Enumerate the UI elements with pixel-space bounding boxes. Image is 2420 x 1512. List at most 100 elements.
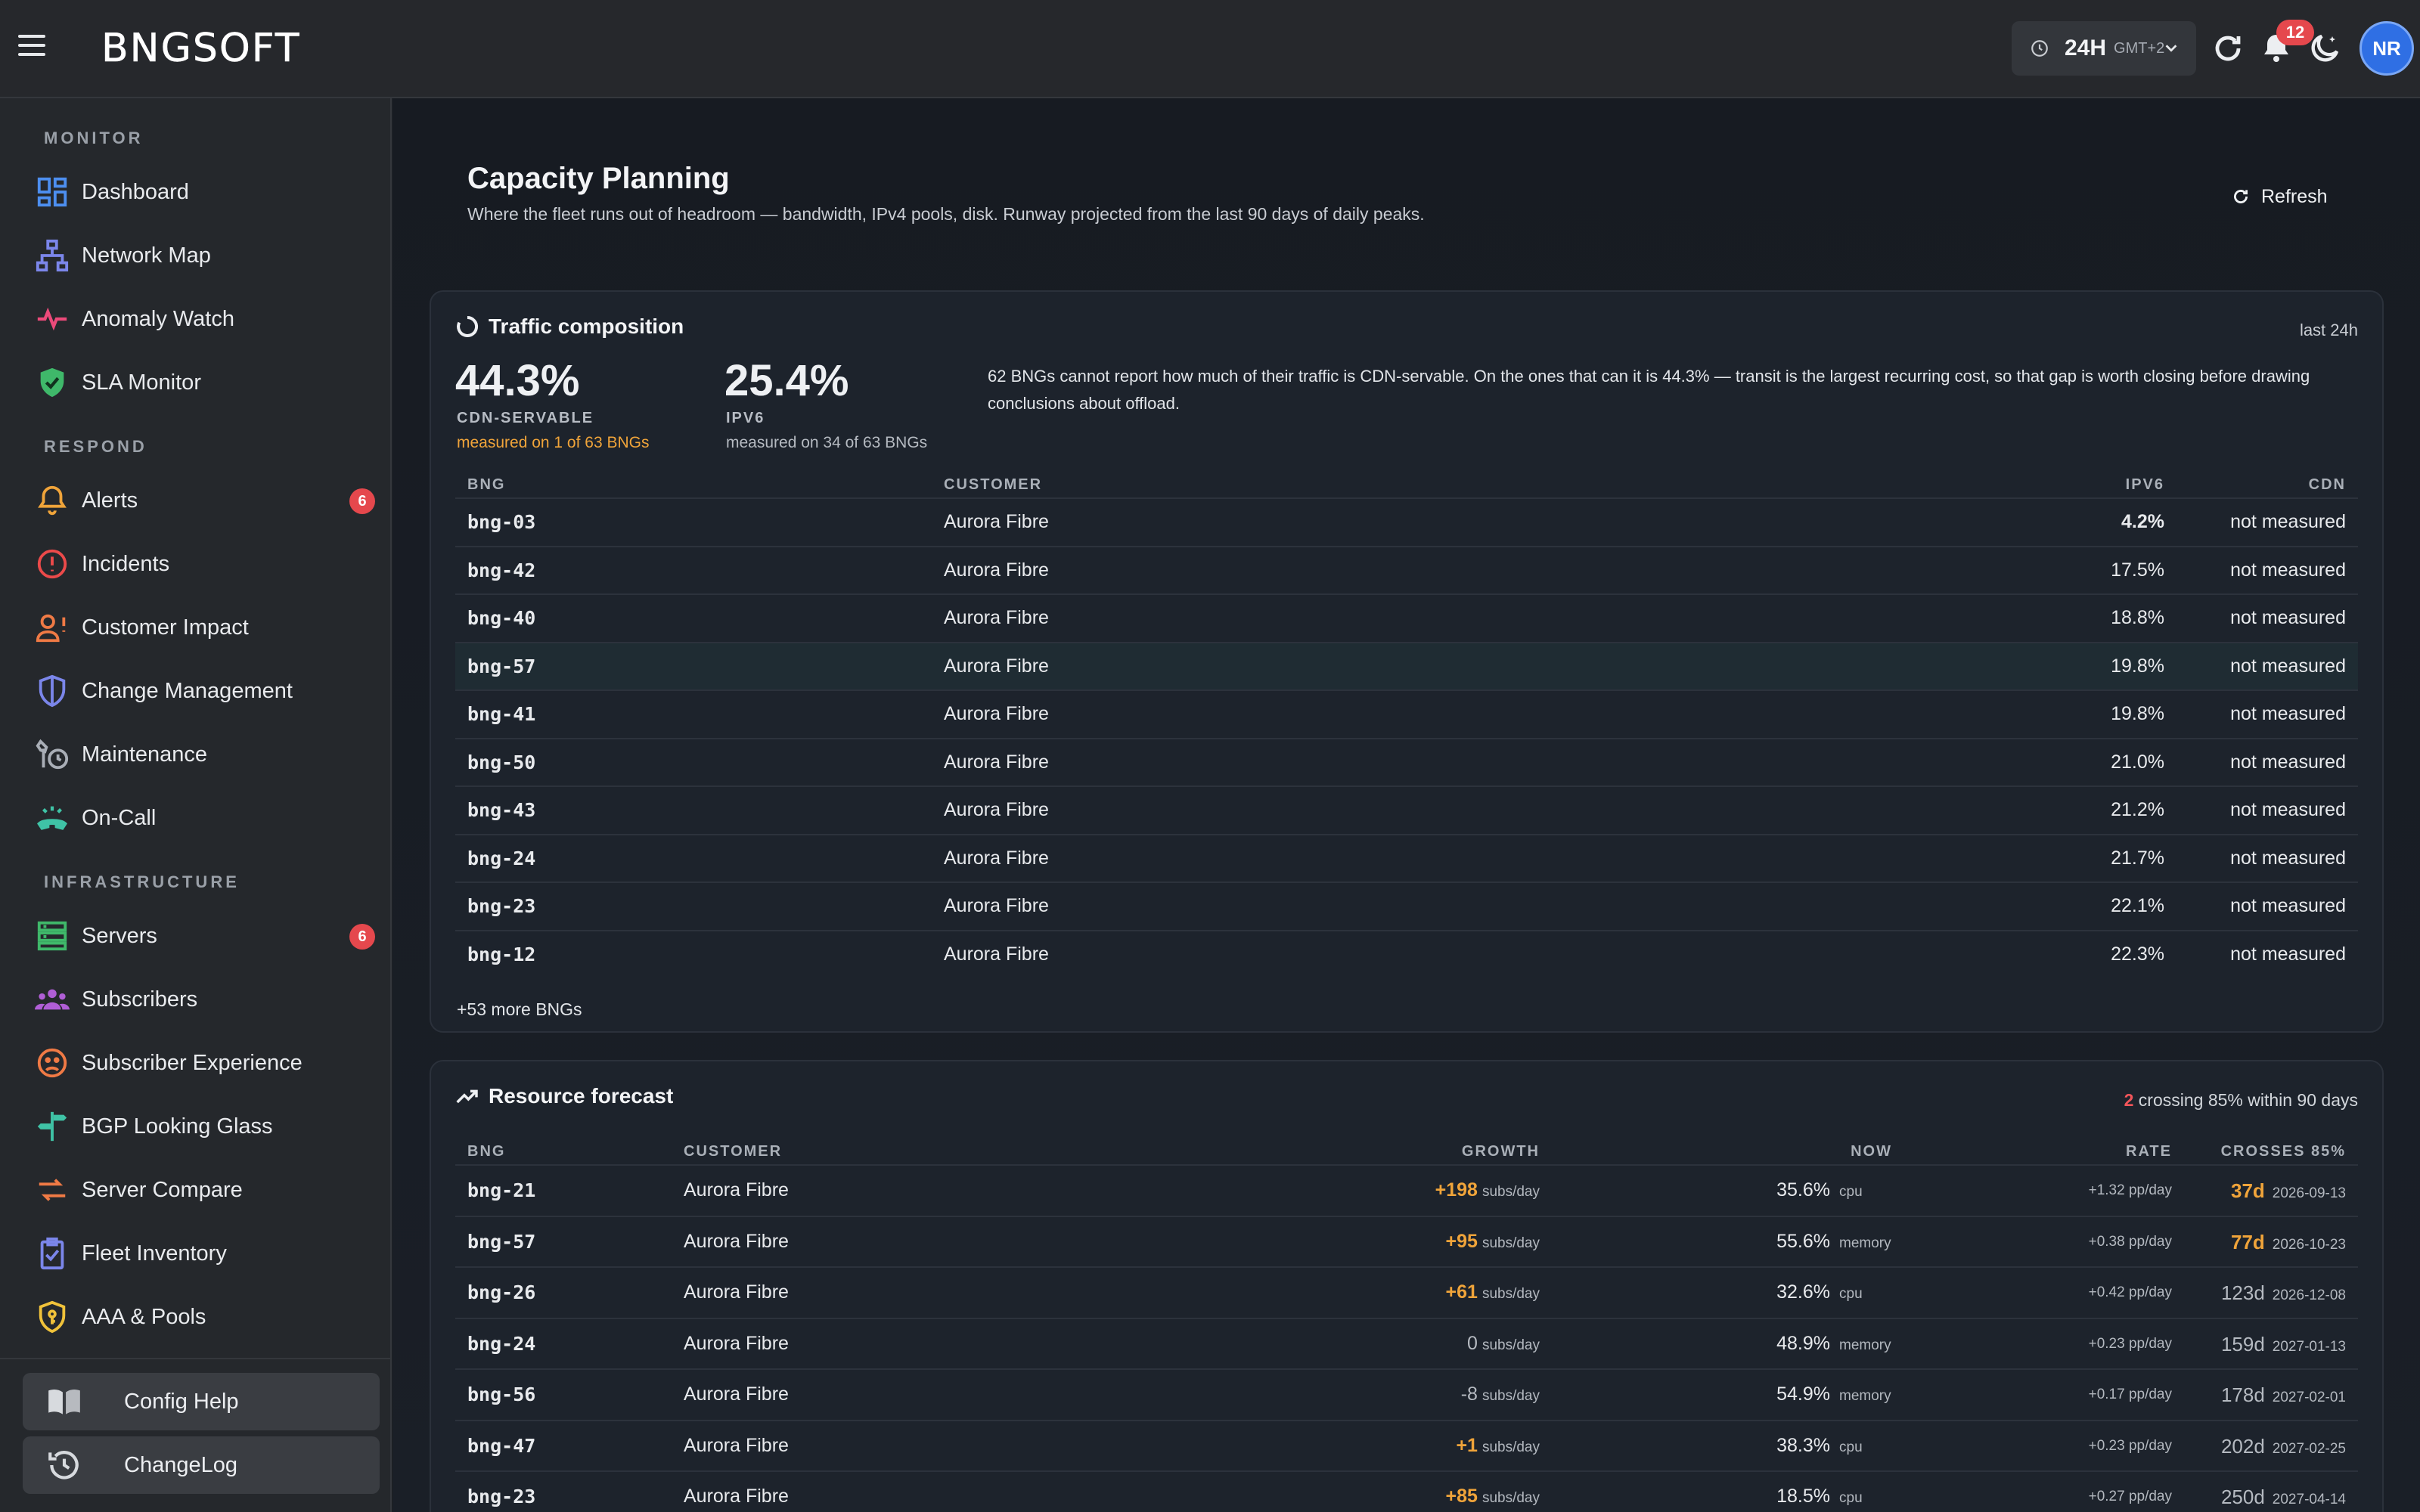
sidebar-item-incidents[interactable]: Incidents (35, 538, 375, 590)
traffic-composition-title: Traffic composition (455, 314, 684, 339)
growth-cell: +95 subs/day (1287, 1231, 1540, 1253)
now-value: 38.3% (1776, 1434, 1830, 1456)
bng-name: bng-57 (467, 1230, 536, 1253)
column-header-growth: GROWTH (1461, 1143, 1540, 1160)
growth-cell: +1 subs/day (1287, 1435, 1540, 1457)
sidebar-item-subscribers[interactable]: Subscribers (35, 974, 375, 1025)
sidebar-item-customer-impact[interactable]: Customer Impact (35, 602, 375, 653)
now-value: 54.9% (1776, 1383, 1830, 1405)
table-row[interactable]: bng-23 Aurora Fibre 22.1% not measured (455, 881, 2358, 930)
crosses-date: 2026-09-13 (2272, 1185, 2346, 1201)
card-title-text: Traffic composition (489, 314, 684, 338)
clipboard-icon (40, 1237, 64, 1270)
table-row[interactable]: bng-47 Aurora Fibre +1 subs/day 38.3% cpu +0.2… (455, 1419, 2358, 1471)
table-row[interactable]: bng-56 Aurora Fibre -8 subs/day 54.9% memory +… (455, 1368, 2358, 1420)
table-row[interactable]: bng-57 Aurora Fibre +95 subs/day 55.6% memory… (455, 1215, 2358, 1267)
table-row[interactable]: bng-24 Aurora Fibre 0 subs/day 48.9% memory +0… (455, 1317, 2358, 1369)
ipv6-share: 4.2% (2121, 511, 2164, 532)
cdn-servable-label: CDN-SERVABLE (457, 410, 594, 426)
table-row[interactable]: bng-41 Aurora Fibre 19.8% not measured (455, 689, 2358, 738)
table-row[interactable]: bng-24 Aurora Fibre 21.7% not measured (455, 833, 2358, 882)
sidebar-item-servers[interactable]: Servers 6 (35, 910, 375, 962)
crosses-cell: 77d 2026-10-23 (2043, 1231, 2346, 1254)
sidebar-item-change-management[interactable]: Change Management (35, 665, 375, 717)
sidebar-item-fleet-inventory[interactable]: Fleet Inventory (35, 1228, 375, 1279)
bng-name: bng-43 (467, 799, 536, 821)
table-row[interactable]: bng-12 Aurora Fibre 22.3% not measured (455, 929, 2358, 978)
resource-type: cpu (1839, 1439, 1863, 1455)
rate-value: +0.27 pp/day (2088, 1489, 2172, 1504)
sidebar-item-aaa-pools[interactable]: AAA & Pools (35, 1291, 375, 1343)
table-row[interactable]: bng-42 Aurora Fibre 17.5% not measured (455, 545, 2358, 594)
page-title: Capacity Planning (467, 162, 730, 195)
sidebar-item-maintenance[interactable]: Maintenance (35, 729, 375, 780)
bng-name: bng-57 (467, 655, 536, 677)
sidebar-item-subscriber-experience[interactable]: Subscriber Experience (35, 1037, 375, 1089)
sidebar-item-server-compare[interactable]: Server Compare (35, 1164, 375, 1216)
crosses-days: 37d (2230, 1179, 2265, 1202)
changelog-button[interactable]: ChangeLog (23, 1436, 380, 1494)
now-value: 18.5% (1776, 1486, 1830, 1507)
sidebar-item-anomaly-watch[interactable]: Anomaly Watch (35, 293, 375, 345)
time-range-select[interactable]: 24H GMT+2 (2012, 21, 2196, 76)
servers-count-badge: 6 (349, 924, 375, 950)
refresh-button[interactable]: Refresh (2219, 174, 2340, 219)
cdn-share: not measured (2230, 847, 2346, 869)
ipv6-share: 22.3% (2111, 943, 2164, 965)
section-title-infrastructure: INFRASTRUCTURE (44, 872, 240, 891)
customer-name: Aurora Fibre (684, 1179, 789, 1201)
crosses-cell: 178d 2027-02-01 (2043, 1383, 2346, 1407)
sidebar-item-bgp-looking-glass[interactable]: BGP Looking Glass (35, 1101, 375, 1152)
now-cell: 54.9% memory (1590, 1383, 1892, 1405)
customer-name: Aurora Fibre (944, 655, 1049, 677)
notification-badge: 12 (2276, 20, 2314, 45)
customer-name: Aurora Fibre (944, 799, 1049, 820)
alert-circle-icon (37, 549, 67, 579)
sidebar-item-label: BGP Looking Glass (82, 1114, 273, 1139)
table-row[interactable]: bng-57 Aurora Fibre 19.8% not measured (455, 641, 2358, 689)
timezone-label: GMT+2 (2114, 39, 2165, 57)
reload-icon[interactable] (2210, 30, 2246, 67)
sidebar-item-dashboard[interactable]: Dashboard (35, 166, 375, 218)
table-row[interactable]: bng-23 Aurora Fibre +85 subs/day 18.5% cpu +0.… (455, 1470, 2358, 1512)
sidebar-item-network-map[interactable]: Network Map (35, 230, 375, 281)
config-help-button[interactable]: Config Help (23, 1373, 380, 1430)
ipv6-share: 21.0% (2111, 751, 2164, 773)
main-content: Capacity Planning Where the fleet runs o… (393, 98, 2420, 1512)
sidebar-item-alerts[interactable]: Alerts 6 (35, 475, 375, 526)
column-header-customer: CUSTOMER (684, 1143, 783, 1160)
rate-value: +0.17 pp/day (2088, 1387, 2172, 1402)
sidebar-item-sla-monitor[interactable]: SLA Monitor (35, 357, 375, 408)
column-header-bng: BNG (467, 476, 506, 493)
bng-name: bng-40 (467, 607, 536, 629)
table-row[interactable]: bng-26 Aurora Fibre +61 subs/day 32.6% cpu +0.… (455, 1266, 2358, 1318)
growth-cell: +198 subs/day (1287, 1179, 1540, 1201)
sidebar-item-label: Network Map (82, 243, 211, 268)
more-bngs-link[interactable]: +53 more BNGs (457, 999, 582, 1019)
table-row[interactable]: bng-40 Aurora Fibre 18.8% not measured (455, 593, 2358, 642)
traffic-explanation: 62 BNGs cannot report how much of their … (988, 367, 2310, 413)
bng-name: bng-03 (467, 511, 536, 533)
crosses-cell: 202d 2027-02-25 (2043, 1435, 2346, 1458)
moon-icon[interactable] (2307, 30, 2343, 67)
sidebar-item-on-call[interactable]: On-Call (35, 792, 375, 844)
customer-name: Aurora Fibre (944, 751, 1049, 773)
table-row[interactable]: bng-03 Aurora Fibre 4.2% not measured (455, 497, 2358, 546)
table-row[interactable]: bng-43 Aurora Fibre 21.2% not measured (455, 785, 2358, 834)
crosses-cell: 159d 2027-01-13 (2043, 1333, 2346, 1356)
table-row[interactable]: bng-21 Aurora Fibre +198 subs/day 35.6% cpu +1… (455, 1164, 2358, 1216)
bng-name: bng-21 (467, 1179, 536, 1201)
avatar[interactable]: NR (2360, 21, 2414, 76)
sidebar-divider (0, 1358, 390, 1359)
growth-unit: subs/day (1481, 1235, 1540, 1251)
top-bar: BNGSOFT 24H GMT+2 12 NR (0, 0, 2420, 98)
ipv6-share: 18.8% (2111, 607, 2164, 628)
resource-type: memory (1839, 1235, 1891, 1251)
table-row[interactable]: bng-50 Aurora Fibre 21.0% not measured (455, 737, 2358, 786)
growth-cell: +61 subs/day (1287, 1281, 1540, 1303)
menu-icon[interactable] (18, 35, 48, 62)
section-title-respond: RESPOND (44, 437, 147, 456)
forecast-summary-text: crossing 85% within 90 days (2138, 1090, 2358, 1110)
crosses-days: 159d (2220, 1332, 2265, 1356)
sidebar-item-label: Customer Impact (82, 615, 249, 640)
